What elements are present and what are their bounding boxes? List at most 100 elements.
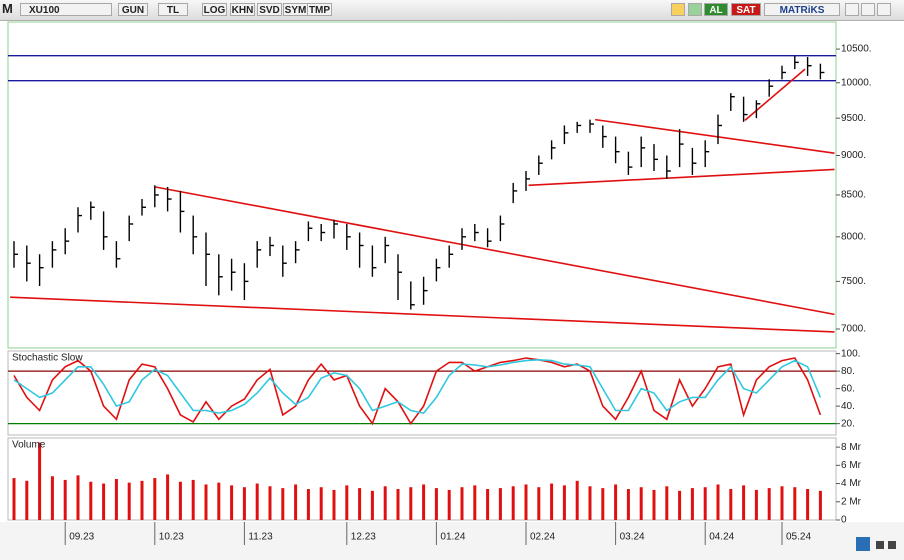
volume-bar	[38, 442, 42, 520]
volume-bar	[703, 487, 707, 520]
y-tick-label: 2 Mr	[841, 496, 862, 507]
volume-bar	[806, 489, 810, 520]
volume-bar	[588, 486, 592, 520]
volume-bar	[319, 487, 323, 520]
nav-arrow[interactable]	[876, 541, 884, 549]
volume-bar	[652, 489, 656, 520]
y-tick-label: 60.	[841, 383, 855, 394]
panel-plot	[8, 357, 836, 426]
y-tick-label: 8000.	[841, 231, 866, 242]
volume-bar	[601, 488, 605, 520]
volume-bar	[434, 488, 438, 520]
volume-bar	[383, 486, 387, 520]
nav-icon[interactable]	[856, 537, 870, 551]
volume-bar	[255, 483, 259, 520]
volume-bar	[63, 479, 67, 520]
volume-bar	[76, 475, 80, 520]
y-tick-label: 10000.	[841, 77, 872, 88]
volume-bar	[486, 489, 490, 520]
y-tick-label: 20.	[841, 418, 855, 429]
trend-line	[744, 68, 806, 121]
brand: MATRiKS	[764, 3, 840, 16]
toolbar-button[interactable]: TL	[158, 3, 188, 16]
icon[interactable]	[671, 3, 685, 16]
sell-button[interactable]: SAT	[731, 3, 761, 16]
volume-bar	[690, 488, 694, 520]
x-tick-label: 01.24	[440, 532, 465, 543]
trend-line	[10, 296, 835, 333]
volume-bar	[754, 489, 758, 520]
y-tick-label: 40.	[841, 401, 855, 412]
toolbar-button[interactable]: TMP	[307, 3, 332, 16]
panel-frame	[7, 350, 837, 436]
toolbar-button[interactable]: KHN	[230, 3, 255, 16]
volume-bar	[345, 485, 349, 520]
volume-bar	[178, 481, 182, 520]
buy-button[interactable]: AL	[704, 3, 728, 16]
volume-bar	[793, 487, 797, 520]
x-tick-label: 09.23	[69, 532, 94, 543]
y-tick-label: 9500.	[841, 113, 866, 124]
volume-bar	[294, 484, 298, 520]
volume-bar	[127, 482, 131, 520]
volume-bar	[217, 482, 221, 520]
volume-bar	[550, 483, 554, 520]
volume-bar	[166, 474, 170, 520]
toolbar: M XU100 AL SAT MATRiKS GUN TL LOG KHN SVD SYM…	[0, 0, 904, 21]
toolbar-button[interactable]: LOG	[202, 3, 227, 16]
volume-bar	[626, 489, 630, 520]
background	[0, 20, 904, 560]
logo: M	[2, 1, 13, 16]
volume-bar	[537, 487, 541, 520]
panel-title: Volume	[12, 440, 46, 451]
y-tick-label: 8500.	[841, 190, 866, 201]
volume-bar	[460, 487, 464, 520]
volume-bar	[639, 487, 643, 520]
volume-bar	[306, 489, 310, 520]
window-button[interactable]	[861, 3, 875, 16]
volume-bar	[562, 485, 566, 520]
y-tick-label: 7000.	[841, 324, 866, 335]
volume-bar	[409, 487, 413, 520]
volume-bar	[89, 481, 93, 520]
volume-bar	[498, 488, 502, 520]
toolbar-button[interactable]: SVD	[257, 3, 282, 16]
panel-title: Stochastic Slow	[12, 353, 83, 364]
volume-bar	[422, 484, 426, 520]
volume-bar	[767, 488, 771, 520]
window-button[interactable]	[845, 3, 859, 16]
y-tick-label: 6 Mr	[841, 460, 862, 471]
toolbar-button[interactable]: GUN	[118, 3, 148, 16]
panel-frame	[7, 21, 837, 349]
y-tick-label: 0	[841, 515, 847, 526]
nav-icons[interactable]	[856, 537, 896, 551]
volume-bar	[281, 488, 285, 520]
x-tick-label: 10.23	[159, 532, 184, 543]
icon[interactable]	[688, 3, 702, 16]
trend-line	[154, 186, 835, 316]
volume-bar	[780, 486, 784, 520]
volume-bar	[614, 484, 618, 520]
volume-bar	[665, 486, 669, 520]
volume-bar	[396, 489, 400, 520]
symbol-box[interactable]: XU100	[20, 3, 112, 16]
trend-line	[528, 168, 835, 187]
volume-bar	[332, 489, 336, 520]
y-tick-label: 80.	[841, 366, 855, 377]
volume-bar	[729, 489, 733, 520]
window-button[interactable]	[877, 3, 891, 16]
volume-bar	[447, 489, 451, 520]
toolbar-button[interactable]: SYM	[283, 3, 308, 16]
x-tick-label: 02.24	[530, 532, 555, 543]
trend-line	[595, 118, 835, 154]
volume-bar	[524, 484, 528, 520]
volume-bar	[678, 490, 682, 520]
x-tick-label: 03.24	[620, 532, 645, 543]
x-tick-label: 04.24	[709, 532, 734, 543]
y-tick-label: 4 Mr	[841, 478, 862, 489]
nav-arrow[interactable]	[888, 541, 896, 549]
volume-bar	[716, 484, 720, 520]
panel-plot	[8, 55, 836, 333]
